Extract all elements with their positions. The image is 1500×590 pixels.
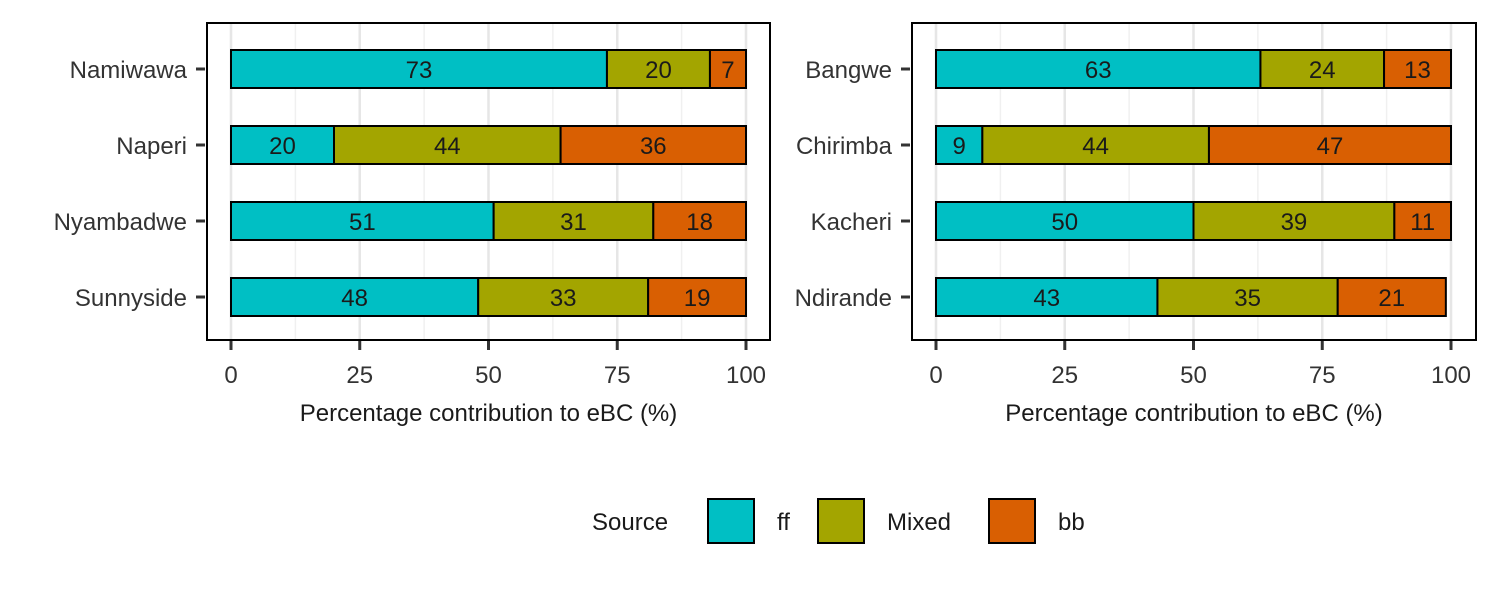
- bar-value-label: 51: [349, 209, 376, 236]
- x-tick-label: 75: [1309, 362, 1336, 389]
- y-tick-label: Ndirande: [795, 285, 892, 312]
- x-tick-label: 0: [224, 362, 237, 389]
- bar-segment-mixed: [477, 277, 650, 317]
- bar-segment-ff: [230, 125, 335, 165]
- bar-segment-bb: [652, 201, 747, 241]
- bar-value-label: 33: [550, 285, 577, 312]
- legend: Source ff Mixed bb: [592, 498, 1085, 544]
- bar-segment-ff: [935, 125, 984, 165]
- bar-value-label: 48: [341, 285, 368, 312]
- bar-value-label: 20: [269, 133, 296, 160]
- bar-segment-bb: [1383, 49, 1453, 89]
- bar-segment-bb: [1393, 201, 1452, 241]
- bar-segment-bb: [559, 125, 747, 165]
- legend-label-mixed: Mixed: [887, 509, 951, 536]
- bar-segment-bb: [1336, 277, 1447, 317]
- bar-value-label: 24: [1309, 57, 1336, 84]
- y-tick-label: Namiwawa: [70, 57, 188, 84]
- bar-segment-ff: [935, 201, 1195, 241]
- bar-value-label: 31: [560, 209, 587, 236]
- bar-value-label: 21: [1378, 285, 1405, 312]
- legend-key-ff: [707, 498, 755, 544]
- bar-segment-mixed: [492, 201, 655, 241]
- bar-value-label: 63: [1085, 57, 1112, 84]
- bar-segment-mixed: [1192, 201, 1396, 241]
- bar-segment-bb: [647, 277, 748, 317]
- x-tick-label: 50: [1180, 362, 1207, 389]
- bar-value-label: 7: [721, 57, 734, 84]
- bar-value-label: 11: [1410, 209, 1435, 236]
- bar-value-label: 47: [1317, 133, 1344, 160]
- x-axis-title: Percentage contribution to eBC (%): [300, 400, 678, 427]
- bar-value-label: 18: [686, 209, 713, 236]
- legend-label-bb: bb: [1058, 509, 1085, 536]
- bar-segment-mixed: [1156, 277, 1339, 317]
- bar-value-label: 39: [1281, 209, 1308, 236]
- panel-border: [206, 22, 771, 341]
- y-tick-label: Chirimba: [796, 133, 893, 160]
- bar-segment-mixed: [605, 49, 711, 89]
- panel-2: 63 24 13 Bangwe 9 44 47 Chirimba 50 39 11 Kacheri 43…: [795, 22, 1477, 427]
- x-tick-label: 25: [346, 362, 373, 389]
- panel-border: [911, 22, 1477, 341]
- x-tick-label: 0: [929, 362, 942, 389]
- legend-key-mixed: [817, 498, 865, 544]
- y-tick-label: Nyambadwe: [54, 209, 187, 236]
- x-tick-label: 25: [1051, 362, 1078, 389]
- bar-segment-ff: [230, 201, 495, 241]
- bar-value-label: 44: [434, 133, 461, 160]
- legend-label-ff: ff: [777, 509, 790, 536]
- bar-segment-ff: [935, 277, 1159, 317]
- bar-segment-ff: [230, 49, 608, 89]
- bar-value-label: 19: [684, 285, 711, 312]
- bar-segment-mixed: [1259, 49, 1386, 89]
- bar-value-label: 20: [645, 57, 672, 84]
- bar-value-label: 13: [1404, 57, 1431, 84]
- y-tick-label: Naperi: [116, 133, 187, 160]
- x-axis-title: Percentage contribution to eBC (%): [1005, 400, 1383, 427]
- bar-segment-bb: [708, 49, 748, 89]
- x-tick-label: 100: [726, 362, 766, 389]
- panel-1: 73 20 7 Namiwawa 20 44 36 Naperi 51 31 18 Nyambadwe…: [54, 22, 771, 427]
- legend-key-bb: [988, 498, 1036, 544]
- bar-segment-mixed: [333, 125, 562, 165]
- bar-segment-bb: [1207, 125, 1452, 165]
- bar-value-label: 73: [406, 57, 433, 84]
- x-tick-label: 75: [604, 362, 631, 389]
- bar-value-label: 44: [1082, 133, 1109, 160]
- y-tick-label: Kacheri: [811, 209, 892, 236]
- bar-segment-mixed: [981, 125, 1210, 165]
- y-tick-label: Bangwe: [805, 57, 892, 84]
- legend-title: Source: [592, 509, 668, 536]
- bar-value-label: 36: [640, 133, 667, 160]
- x-tick-label: 50: [475, 362, 502, 389]
- bar-value-label: 9: [952, 133, 965, 160]
- x-tick-label: 100: [1431, 362, 1471, 389]
- bar-value-label: 35: [1234, 285, 1261, 312]
- y-tick-label: Sunnyside: [75, 285, 187, 312]
- bar-value-label: 50: [1051, 209, 1078, 236]
- bar-value-label: 43: [1033, 285, 1060, 312]
